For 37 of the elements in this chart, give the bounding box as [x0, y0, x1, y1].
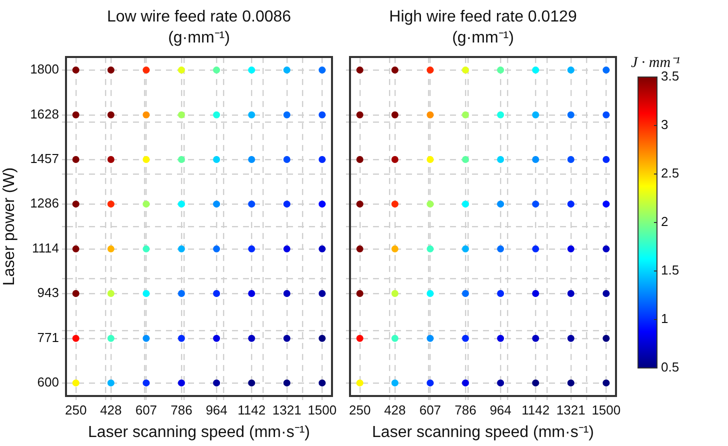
chart-title: Low wire feed rate 0.0086 (g·mm⁻¹)	[106, 8, 292, 46]
color-bar-title: J · mm⁻¹	[630, 54, 681, 71]
x-tick-label: 1321	[556, 402, 586, 418]
x-tick-label: 786	[170, 402, 192, 418]
y-tick-label: 1800	[30, 62, 59, 77]
color-bar-label: 0.5	[661, 360, 680, 375]
x-tick-label: 250	[65, 402, 87, 418]
x-tick-label: 250	[349, 402, 371, 418]
y-tick-label: 1114	[32, 240, 59, 256]
y-tick-label: 1286	[30, 196, 59, 211]
color-bar-label: 3.5	[661, 68, 680, 84]
x-tick-label: 428	[384, 402, 406, 418]
x-tick-label: 1142	[522, 402, 550, 418]
color-bar-label: 1	[661, 311, 668, 326]
x-tick-label: 1500	[592, 402, 621, 418]
color-bar-label: 3	[661, 117, 668, 132]
x-axis-title: Laser scanning speed (mm·s⁻¹)	[88, 424, 310, 441]
x-tick-label: 607	[135, 402, 158, 418]
color-bar-label: 2.5	[661, 166, 680, 181]
y-tick-label: 771	[37, 330, 59, 345]
x-tick-label: 1500	[308, 402, 337, 418]
x-tick-label: 964	[206, 402, 228, 418]
y-axis-title: Laser power (W)	[1, 167, 18, 286]
y-tick-label: 600	[37, 374, 59, 390]
x-tick-label: 786	[454, 402, 476, 418]
color-bar-label: 2	[661, 214, 668, 230]
x-tick-label: 1142	[238, 402, 266, 418]
y-tick-label: 1457	[30, 151, 59, 166]
y-tick-label: 1628	[30, 106, 59, 122]
x-tick-label: 964	[490, 402, 512, 418]
y-tick-label: 943	[37, 285, 59, 300]
color-bar-label: 1.5	[661, 262, 680, 278]
x-tick-label: 428	[100, 402, 122, 418]
x-tick-label: 607	[419, 402, 442, 418]
x-axis-title: Laser scanning speed (mm·s⁻¹)	[372, 424, 594, 441]
chart-title: High wire feed rate 0.0129 (g·mm⁻¹)	[389, 8, 577, 46]
x-tick-label: 1321	[272, 402, 302, 418]
